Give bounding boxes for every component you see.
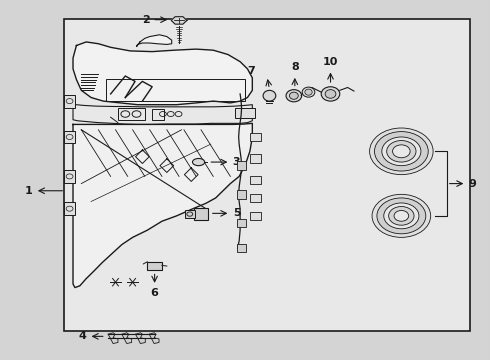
Polygon shape: [73, 42, 252, 105]
Bar: [237, 244, 246, 252]
Ellipse shape: [305, 89, 312, 95]
Bar: [250, 154, 261, 163]
Circle shape: [377, 198, 426, 234]
Bar: [118, 108, 145, 120]
Text: 9: 9: [469, 179, 477, 189]
Circle shape: [394, 211, 409, 221]
Text: 10: 10: [323, 57, 338, 67]
Bar: [250, 176, 261, 184]
Ellipse shape: [325, 90, 336, 98]
Bar: [152, 109, 164, 120]
Circle shape: [387, 140, 416, 162]
Polygon shape: [108, 333, 118, 343]
Circle shape: [369, 128, 433, 175]
Text: 3: 3: [233, 157, 241, 167]
Bar: [64, 19, 470, 330]
Circle shape: [384, 203, 419, 229]
Bar: [250, 212, 261, 220]
Ellipse shape: [302, 87, 315, 97]
Bar: [185, 211, 195, 218]
Ellipse shape: [193, 158, 205, 166]
Bar: [64, 95, 75, 108]
Polygon shape: [137, 35, 172, 46]
Text: 4: 4: [78, 331, 86, 341]
Bar: [237, 161, 246, 170]
Text: 5: 5: [233, 208, 241, 219]
Polygon shape: [73, 123, 252, 288]
Bar: [235, 108, 255, 118]
Bar: [64, 131, 75, 143]
Polygon shape: [122, 333, 132, 343]
Circle shape: [392, 145, 410, 158]
Bar: [194, 208, 208, 220]
Bar: [237, 219, 246, 227]
Ellipse shape: [321, 87, 340, 101]
Polygon shape: [171, 17, 187, 24]
Text: 7: 7: [247, 66, 255, 76]
Polygon shape: [73, 105, 252, 125]
Bar: [250, 133, 261, 141]
Bar: [250, 194, 261, 202]
Polygon shape: [149, 333, 159, 343]
Circle shape: [374, 132, 428, 171]
Bar: [106, 79, 245, 101]
Ellipse shape: [286, 90, 302, 102]
Bar: [237, 190, 246, 199]
Bar: [64, 202, 75, 215]
Text: 1: 1: [24, 186, 32, 196]
Circle shape: [372, 194, 431, 237]
Circle shape: [382, 137, 421, 166]
Circle shape: [389, 207, 414, 225]
Text: 8: 8: [291, 62, 299, 72]
Text: 2: 2: [142, 15, 150, 25]
Ellipse shape: [263, 90, 276, 101]
Bar: [64, 170, 75, 183]
Ellipse shape: [290, 92, 298, 99]
Bar: [147, 262, 162, 270]
Polygon shape: [136, 333, 146, 343]
Text: 6: 6: [150, 288, 159, 298]
